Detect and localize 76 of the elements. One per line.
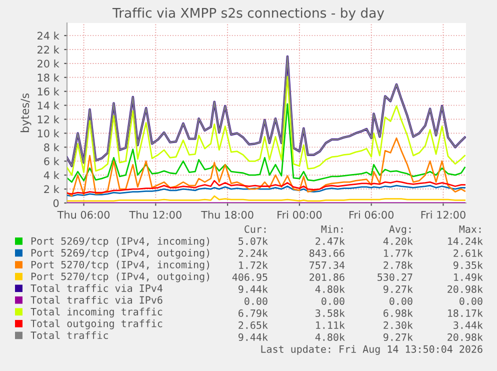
- y-tick-label: 6 k: [44, 157, 60, 166]
- text: Min:: [321, 225, 343, 233]
- text: 3.44k: [454, 321, 483, 329]
- text: 0.00: [244, 297, 268, 305]
- line-series: [67, 103, 466, 183]
- legend-label: Port 5269/tcp (IPv4, incoming): [31, 237, 210, 247]
- legend-label: Total traffic: [30, 331, 108, 340]
- y-axis-title: bytes/s: [20, 93, 32, 132]
- legend-label: Total incoming traffic: [30, 308, 162, 318]
- text: 1.49k: [454, 273, 483, 281]
- text: Last update: Fri Aug 14 13:50:04 2026: [261, 345, 482, 355]
- text: 2.65k: [238, 321, 268, 329]
- text: 9.44k: [238, 285, 268, 293]
- legend-label: Port 5270/tcp (IPv4, outgoing): [31, 272, 210, 282]
- text: 9.27k: [384, 285, 413, 293]
- text: Cur:: [244, 225, 266, 233]
- x-tick-label: Fri 00:00: [278, 210, 322, 219]
- text: 6.98k: [384, 309, 413, 317]
- y-tick-label: 16 k: [38, 87, 60, 96]
- text: 9.35k: [454, 261, 483, 269]
- text: 530.27: [378, 273, 412, 281]
- y-tick-label: 18 k: [38, 73, 60, 82]
- text: 1.77k: [384, 249, 413, 257]
- legend-label: Total outgoing traffic: [30, 319, 162, 330]
- text: 6.79k: [238, 309, 268, 317]
- chart-title: Traffic via XMPP s2s connections - by day: [112, 8, 384, 20]
- text: 0.00: [460, 297, 482, 305]
- y-tick-label: 20 k: [38, 60, 60, 68]
- text: 4.80k: [315, 285, 345, 293]
- x-tick-label: Thu 18:00: [201, 210, 254, 219]
- legend-label: Total traffic via IPv4: [30, 284, 162, 292]
- text: 9.27k: [384, 333, 413, 341]
- x-tick-label: Thu 12:00: [129, 210, 182, 219]
- text: 0.00: [322, 297, 344, 305]
- text: 757.34: [310, 261, 345, 269]
- y-tick-label: 12 k: [38, 115, 60, 124]
- text: 4.80k: [315, 333, 345, 341]
- text: 2.78k: [384, 261, 413, 269]
- text: 2.61k: [454, 249, 483, 257]
- text: 1.11k: [316, 321, 345, 329]
- legend-label: Port 5269/tcp (IPv4, outgoing): [31, 248, 210, 259]
- y-tick-label: 24 k: [38, 32, 60, 40]
- text: 20.98k: [448, 333, 483, 341]
- x-tick-label: Fri 06:00: [349, 210, 394, 219]
- y-tick-label: 22 k: [38, 46, 60, 54]
- text: 2.30k: [384, 321, 413, 329]
- x-tick-label: Thu 06:00: [57, 210, 110, 219]
- text: 20.98k: [448, 285, 483, 293]
- y-tick-label: 10 k: [38, 129, 60, 138]
- text: 14.24k: [448, 237, 483, 245]
- text: 9.44k: [238, 333, 268, 341]
- text: 406.95: [232, 273, 268, 281]
- line-series: [67, 180, 466, 195]
- text: 0.00: [390, 297, 412, 305]
- y-tick-label: 2 k: [44, 185, 60, 194]
- y-tick-label: 4 k: [44, 171, 60, 180]
- text: 4.20k: [383, 237, 413, 245]
- text: 18.17k: [448, 309, 483, 317]
- legend-label: Total traffic via IPv6: [30, 296, 162, 304]
- line-series: [67, 184, 466, 197]
- y-tick-label: 14 k: [38, 101, 60, 110]
- text: 1.72k: [239, 261, 268, 269]
- text: 2.24k: [238, 249, 268, 257]
- line-series: [67, 137, 466, 197]
- y-tick-label: 0: [53, 199, 59, 208]
- y-tick-label: 8 k: [44, 143, 60, 152]
- text: 3.58k: [316, 309, 345, 317]
- text: 5.07k: [238, 237, 268, 245]
- text: Max:: [459, 225, 481, 233]
- line-series: [67, 76, 466, 176]
- x-tick-label: Fri 12:00: [421, 210, 466, 219]
- text: 201.86: [310, 273, 344, 281]
- text: 2.47k: [316, 237, 345, 245]
- text: Avg:: [389, 225, 411, 235]
- text: 843.66: [310, 249, 344, 257]
- legend-label: Port 5270/tcp (IPv4, incoming): [31, 260, 210, 270]
